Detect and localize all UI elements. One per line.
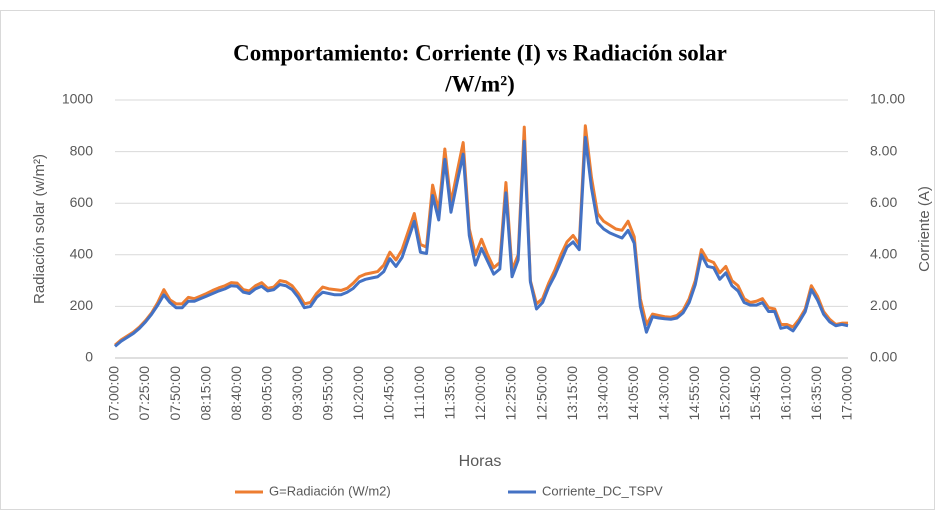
x-tick-label: 13:40:00 bbox=[594, 366, 610, 421]
x-tick-label: 16:10:00 bbox=[778, 366, 794, 421]
y-tick-label: 1000 bbox=[62, 91, 93, 107]
x-tick-label: 12:00:00 bbox=[472, 366, 488, 421]
chart-title: Comportamiento: Corriente (I) vs Radiaci… bbox=[233, 40, 727, 65]
y2-tick-label: 6.00 bbox=[870, 194, 897, 210]
y-tick-label: 0 bbox=[85, 349, 93, 365]
x-tick-label: 07:25:00 bbox=[136, 366, 152, 421]
series-line bbox=[114, 135, 849, 348]
y-tick-label: 800 bbox=[70, 142, 94, 158]
y2-tick-label: 4.00 bbox=[870, 246, 897, 262]
x-tick-label: 14:55:00 bbox=[686, 366, 702, 421]
y-tick-label: 400 bbox=[70, 246, 94, 262]
legend-label: G=Radiación (W/m2) bbox=[269, 483, 391, 498]
x-tick-label: 07:50:00 bbox=[167, 366, 183, 421]
x-tick-label: 16:35:00 bbox=[808, 366, 824, 421]
x-axis-label: Horas bbox=[459, 453, 502, 470]
y2-tick-label: 10.00 bbox=[870, 91, 905, 107]
x-tick-label: 10:20:00 bbox=[350, 366, 366, 421]
legend-label: Corriente_DC_TSPV bbox=[542, 483, 663, 498]
x-tick-label: 12:25:00 bbox=[503, 366, 519, 421]
y2-tick-label: 8.00 bbox=[870, 142, 897, 158]
y2-tick-label: 0.00 bbox=[870, 349, 897, 365]
x-tick-label: 14:05:00 bbox=[625, 366, 641, 421]
x-tick-label: 13:15:00 bbox=[564, 366, 580, 421]
y-tick-label: 600 bbox=[70, 194, 94, 210]
x-tick-label: 08:40:00 bbox=[228, 366, 244, 421]
y-tick-label: 200 bbox=[70, 297, 94, 313]
x-tick-label: 09:30:00 bbox=[289, 366, 305, 421]
chart-frame bbox=[0, 10, 935, 510]
x-tick-label: 17:00:00 bbox=[839, 366, 855, 421]
x-tick-label: 08:15:00 bbox=[197, 366, 213, 421]
x-tick-label: 09:55:00 bbox=[319, 366, 335, 421]
x-tick-label: 15:45:00 bbox=[747, 366, 763, 421]
x-tick-label: 10:45:00 bbox=[381, 366, 397, 421]
x-tick-label: 11:35:00 bbox=[442, 366, 458, 420]
x-tick-label: 14:30:00 bbox=[655, 366, 671, 421]
y2-tick-label: 2.00 bbox=[870, 297, 897, 313]
y-axis-label: Radiación solar (w/m²) bbox=[31, 154, 48, 304]
y2-axis-label: Corriente (A) bbox=[916, 186, 933, 272]
x-tick-label: 12:50:00 bbox=[533, 366, 549, 421]
x-tick-label: 15:20:00 bbox=[717, 366, 733, 421]
series-line bbox=[114, 124, 848, 347]
x-tick-label: 09:05:00 bbox=[258, 366, 274, 421]
x-tick-label: 11:10:00 bbox=[411, 366, 427, 420]
chart-title: /W/m²) bbox=[444, 71, 515, 96]
x-tick-label: 07:00:00 bbox=[106, 366, 122, 421]
